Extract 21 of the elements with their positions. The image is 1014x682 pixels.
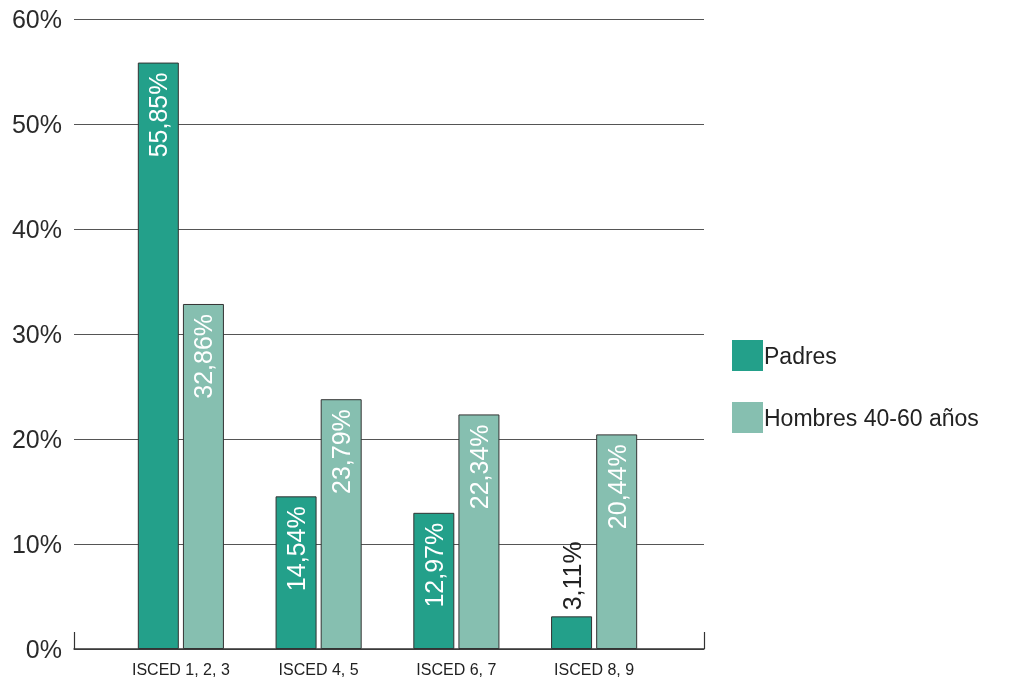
y-tick-label: 30%	[11, 320, 62, 348]
y-tick-label: 50%	[11, 110, 62, 138]
y-tick-label: 0%	[25, 635, 62, 663]
data-label: 14,54%	[282, 506, 311, 592]
legend-label: Padres	[764, 342, 837, 369]
x-tick-label: ISCED 4, 5	[278, 660, 359, 678]
y-tick-label: 60%	[11, 5, 62, 33]
x-tick-label: ISCED 1, 2, 3	[131, 660, 230, 678]
y-tick-label: 10%	[11, 530, 62, 558]
data-label: 32,86%	[189, 313, 218, 399]
data-label: 22,34%	[464, 424, 493, 510]
y-tick-label: 40%	[11, 215, 62, 243]
y-tick-label: 20%	[11, 425, 62, 453]
x-tick-label: ISCED 6, 7	[416, 660, 497, 678]
data-label: 12,97%	[419, 522, 448, 608]
data-label: 3,11%	[557, 541, 586, 611]
data-label: 20,44%	[602, 444, 631, 530]
legend-label: Hombres 40-60 años	[764, 404, 979, 431]
data-label: 23,79%	[327, 409, 356, 494]
data-label: 55,85%	[144, 72, 173, 158]
x-tick-label: ISCED 8, 9	[554, 660, 635, 678]
